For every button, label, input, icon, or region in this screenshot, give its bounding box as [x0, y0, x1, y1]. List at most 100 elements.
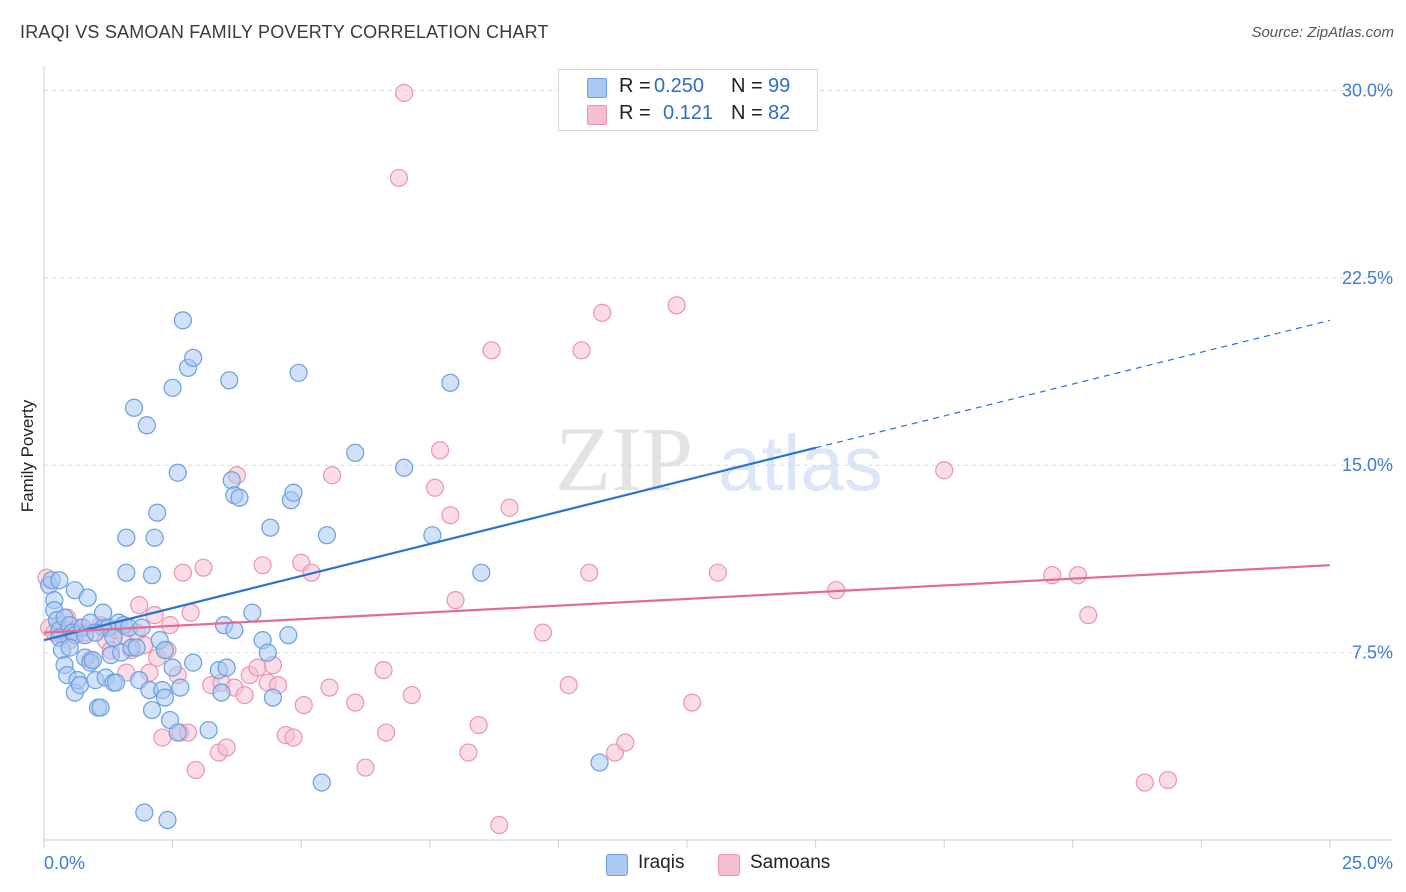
n-label: N =: [731, 102, 763, 124]
samoan-point: [459, 743, 478, 762]
iraqi-point: [60, 638, 79, 657]
samoan-point: [194, 558, 213, 577]
samoan-point: [284, 728, 303, 747]
samoan-point: [559, 676, 578, 695]
samoan-point: [356, 758, 375, 777]
samoan-point: [376, 723, 396, 742]
samoan-point: [430, 441, 450, 460]
samoan-trend-line: [43, 564, 1331, 634]
iraqi-point: [142, 566, 162, 585]
iraqi-point: [346, 443, 365, 462]
samoan-point: [346, 693, 365, 712]
iraqi-point: [104, 628, 123, 647]
samoan-point: [153, 728, 172, 747]
y-tick-label: 7.5%: [1352, 643, 1393, 663]
iraqi-point: [184, 348, 203, 367]
samoan-point: [394, 83, 414, 103]
samoan-legend-swatch: [718, 854, 740, 876]
iraqi-point: [158, 810, 177, 830]
samoan-point: [389, 168, 409, 188]
r-value: 0.121: [663, 102, 714, 124]
iraqi-point: [472, 563, 491, 582]
iraqi-point: [145, 528, 164, 547]
iraqi-point: [441, 373, 460, 392]
samoan-point: [683, 693, 702, 712]
samoan-point: [217, 738, 236, 757]
samoan-point: [616, 733, 635, 752]
iraqi-point: [78, 588, 97, 607]
iraqi-point: [279, 626, 298, 645]
iraqi-point: [220, 371, 239, 390]
r-label: R =: [619, 75, 651, 97]
watermark-zip: ZIP: [555, 408, 693, 510]
iraqi-point: [394, 458, 414, 477]
correlation-legend: R = 0.250 N = 99 R = 0.121 N = 82: [558, 69, 818, 131]
iraqi-point: [106, 673, 126, 692]
iraqi-point: [168, 463, 187, 482]
iraqi-point: [199, 720, 218, 740]
samoan-point: [667, 296, 686, 315]
samoan-point: [441, 506, 460, 525]
r-label: R =: [619, 102, 651, 124]
samoan-point: [425, 478, 445, 497]
x-tick-label: 25.0%: [1342, 853, 1393, 873]
iraqi-point: [173, 311, 192, 330]
iraqi-point: [168, 723, 187, 742]
samoan-point: [320, 678, 339, 697]
iraqi-point: [163, 658, 182, 677]
samoan-point: [130, 596, 149, 615]
iraqi-point: [263, 688, 283, 707]
samoan-point: [593, 303, 612, 322]
watermark: ZIP atlas: [555, 408, 883, 510]
samoan-point: [500, 498, 519, 517]
samoan-point: [1079, 606, 1098, 625]
y-tick-label: 22.5%: [1342, 268, 1393, 288]
iraqi-point: [258, 643, 277, 662]
samoan-point: [235, 685, 254, 705]
samoan-point: [374, 661, 393, 680]
iraqi-point: [155, 641, 174, 660]
iraqi-point: [243, 603, 262, 622]
samoan-point: [533, 623, 553, 642]
samoan-point: [1068, 566, 1088, 585]
iraqi-point: [261, 518, 280, 537]
iraqi-point: [124, 398, 144, 417]
iraqi-swatch: [587, 78, 607, 98]
iraqi-point: [155, 688, 174, 707]
iraqi-point: [312, 773, 331, 792]
samoan-point: [253, 556, 272, 575]
samoan-point: [294, 695, 313, 715]
r-value: 0.250: [654, 75, 705, 97]
watermark-atlas: atlas: [718, 419, 883, 507]
legend-label-samoans: Samoans: [750, 852, 831, 873]
samoan-point: [572, 341, 591, 360]
legend-row-iraqis: R = 0.250 N = 99: [559, 74, 817, 100]
iraqi-point: [289, 363, 308, 382]
y-tick-label: 15.0%: [1342, 455, 1393, 475]
iraqi-point: [212, 683, 231, 702]
iraqi-point: [163, 378, 182, 397]
samoan-point: [186, 760, 205, 780]
n-value: 82: [768, 102, 791, 124]
samoan-point: [469, 715, 488, 735]
samoan-point: [1135, 773, 1154, 792]
n-value: 99: [768, 75, 791, 97]
iraqi-point: [222, 471, 241, 490]
samoan-point: [708, 563, 727, 582]
iraqi-trend-line: [43, 446, 816, 642]
samoan-point: [181, 603, 200, 622]
iraqi-point: [217, 658, 236, 677]
iraqi-point: [83, 651, 102, 670]
iraqi-point: [284, 483, 303, 502]
samoan-point: [173, 563, 192, 582]
samoan-point: [402, 685, 421, 705]
iraqi-point: [142, 700, 162, 720]
iraqi-point: [317, 526, 337, 545]
samoan-point: [490, 815, 509, 835]
legend-row-samoans: R = 0.121 N = 82: [559, 101, 817, 127]
iraqi-point: [225, 621, 244, 640]
iraqi-point: [127, 638, 146, 657]
samoan-point: [322, 466, 342, 485]
samoan-point: [248, 658, 267, 677]
